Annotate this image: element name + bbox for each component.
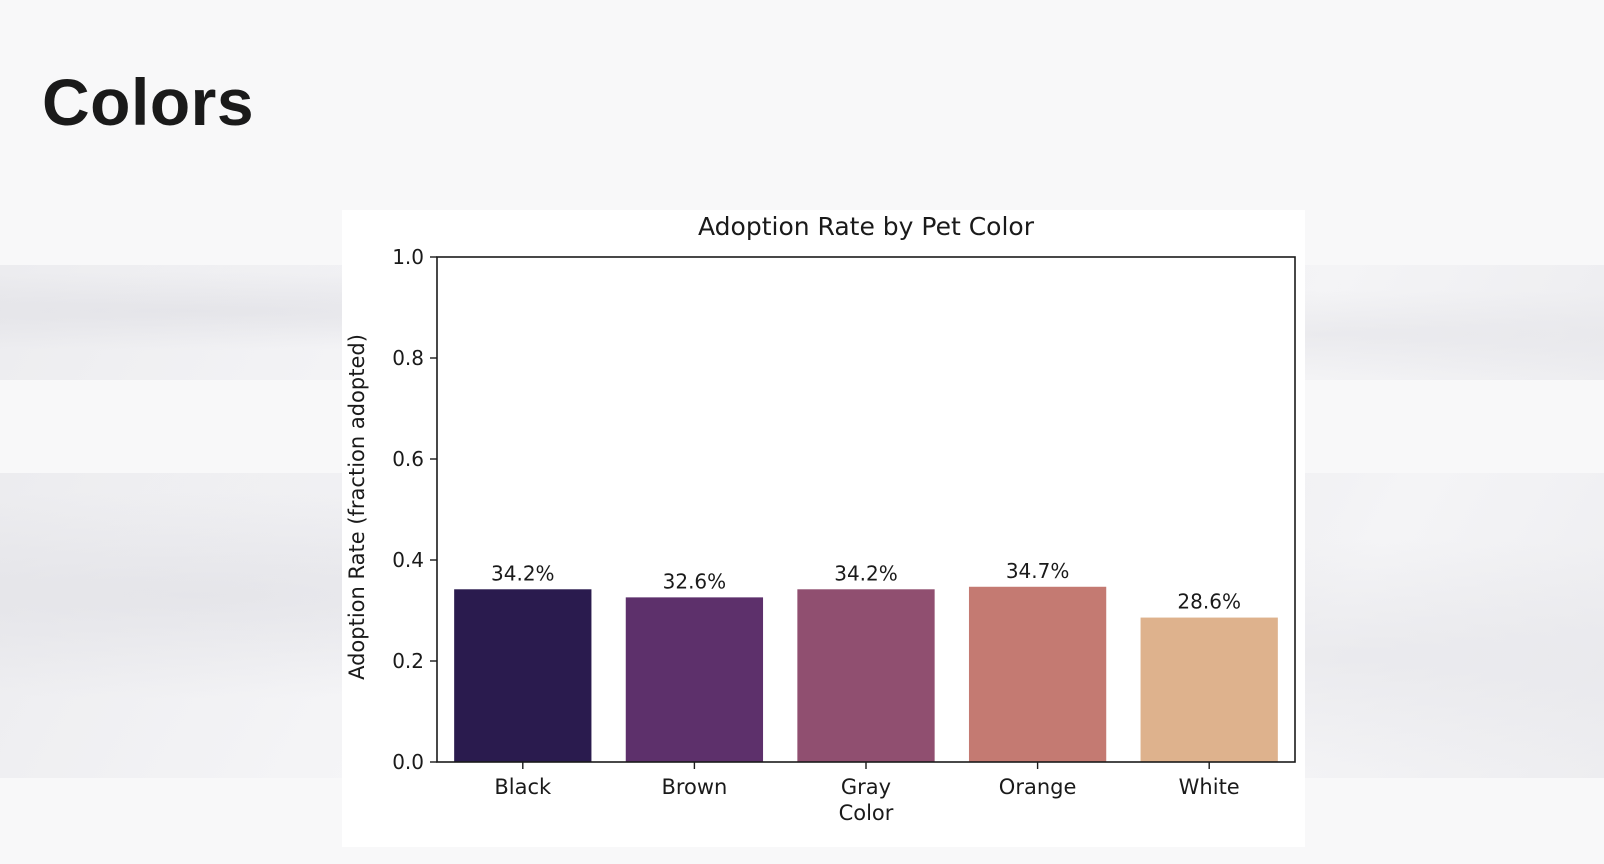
bar-value-label: 32.6%: [663, 569, 727, 593]
x-tick-label: Orange: [999, 775, 1077, 799]
x-tick-label: White: [1179, 775, 1240, 799]
bar-value-label: 34.2%: [834, 561, 898, 585]
y-tick-label: 0.8: [392, 346, 424, 370]
page-title: Colors: [42, 65, 255, 139]
bar-black: [454, 589, 592, 762]
x-tick-label: Brown: [661, 775, 727, 799]
bar-orange: [968, 586, 1107, 762]
bar-value-label: 34.7%: [1006, 559, 1070, 583]
x-axis-ticks: Black Brown Gray Orange White: [494, 762, 1240, 799]
y-tick-label: 0.6: [392, 447, 424, 471]
bar-chart: Adoption Rate by Pet Color Adoption Rate…: [345, 212, 1296, 825]
bar-white: [1140, 617, 1278, 762]
x-tick-label: Black: [494, 775, 552, 799]
y-tick-label: 0.0: [392, 750, 424, 774]
bar-value-label: 34.2%: [491, 561, 555, 585]
chart-card: Adoption Rate by Pet Color Adoption Rate…: [342, 210, 1305, 847]
y-axis-label: Adoption Rate (fraction adopted): [345, 334, 369, 680]
y-tick-label: 0.4: [392, 548, 424, 572]
plot-frame: [436, 256, 1296, 763]
bar-value-label: 28.6%: [1177, 590, 1241, 614]
bar-gray: [797, 589, 935, 762]
chart-title: Adoption Rate by Pet Color: [698, 212, 1035, 241]
y-tick-label: 1.0: [392, 245, 424, 269]
bar-brown: [625, 597, 764, 762]
x-axis-label: Color: [839, 801, 894, 825]
bar-series: 34.2% 32.6% 34.2% 34.7% 28.6%: [454, 559, 1278, 762]
x-tick-label: Gray: [841, 775, 891, 799]
y-tick-label: 0.2: [392, 649, 424, 673]
y-axis-ticks: 0.0 0.2 0.4 0.6 0.8 1.0: [392, 245, 437, 774]
